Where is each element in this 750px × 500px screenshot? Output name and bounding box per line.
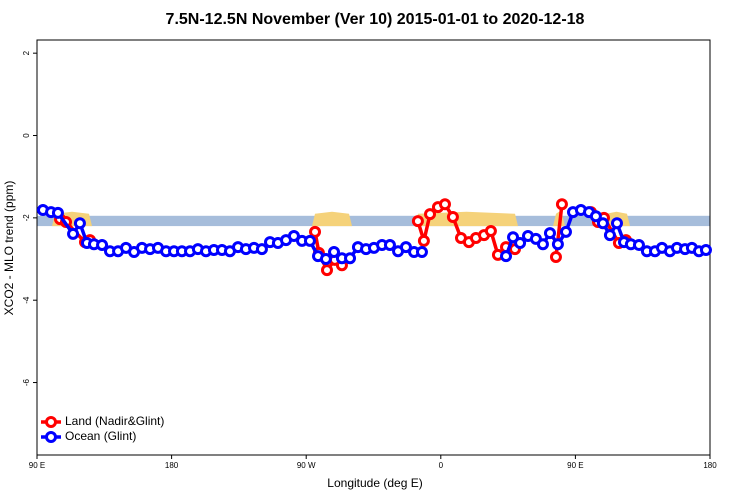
data-point bbox=[549, 250, 562, 263]
data-point bbox=[255, 243, 268, 256]
data-point bbox=[632, 239, 645, 252]
data-point bbox=[484, 225, 497, 238]
y-tick-label: -4 bbox=[22, 296, 31, 304]
data-point bbox=[399, 241, 412, 254]
y-tick-label: -2 bbox=[22, 214, 31, 222]
legend-marker bbox=[45, 416, 57, 428]
data-point bbox=[320, 264, 333, 277]
data-point bbox=[536, 238, 549, 251]
data-point bbox=[424, 208, 437, 221]
data-point bbox=[559, 225, 572, 238]
data-point bbox=[328, 246, 341, 259]
x-tick-label: 90 W bbox=[297, 461, 316, 470]
data-point bbox=[699, 243, 712, 256]
x-tick-label: 180 bbox=[165, 461, 179, 470]
data-point bbox=[603, 229, 616, 242]
land-mask bbox=[415, 211, 518, 227]
data-point bbox=[67, 227, 80, 240]
x-tick-label: 180 bbox=[703, 461, 717, 470]
x-axis-label: Longitude (deg E) bbox=[327, 476, 422, 490]
data-point bbox=[51, 206, 64, 219]
data-point bbox=[500, 250, 513, 263]
data-point bbox=[551, 238, 564, 251]
land-mask bbox=[312, 211, 352, 227]
data-point bbox=[417, 234, 430, 247]
data-point bbox=[309, 225, 322, 238]
reference-band bbox=[37, 215, 710, 227]
data-point bbox=[96, 239, 109, 252]
data-point bbox=[344, 252, 357, 265]
y-tick-label: -6 bbox=[22, 378, 31, 386]
data-point bbox=[383, 239, 396, 252]
data-point bbox=[287, 229, 300, 242]
data-point bbox=[411, 215, 424, 228]
data-point bbox=[555, 198, 568, 211]
data-point bbox=[543, 227, 556, 240]
y-axis-label: XCO2 - MLO trend (ppm) bbox=[2, 181, 16, 316]
data-point bbox=[319, 253, 332, 266]
data-point bbox=[415, 246, 428, 259]
data-point bbox=[596, 217, 609, 230]
legend-label: Ocean (Glint) bbox=[65, 429, 136, 443]
data-point bbox=[446, 211, 459, 224]
data-point bbox=[303, 234, 316, 247]
chart-title: 7.5N-12.5N November (Ver 10) 2015-01-01 … bbox=[166, 11, 585, 28]
y-tick-label: 0 bbox=[22, 133, 31, 138]
legend-label: Land (Nadir&Glint) bbox=[65, 414, 164, 428]
data-point bbox=[610, 217, 623, 230]
x-tick-label: 90 E bbox=[29, 461, 45, 470]
x-tick-label: 0 bbox=[439, 461, 444, 470]
y-tick-label: 2 bbox=[22, 50, 31, 55]
data-point bbox=[514, 236, 527, 249]
data-point bbox=[438, 198, 451, 211]
legend-marker bbox=[45, 431, 57, 443]
data-point bbox=[73, 217, 86, 230]
x-tick-label: 90 E bbox=[567, 461, 583, 470]
data-point bbox=[589, 210, 602, 223]
